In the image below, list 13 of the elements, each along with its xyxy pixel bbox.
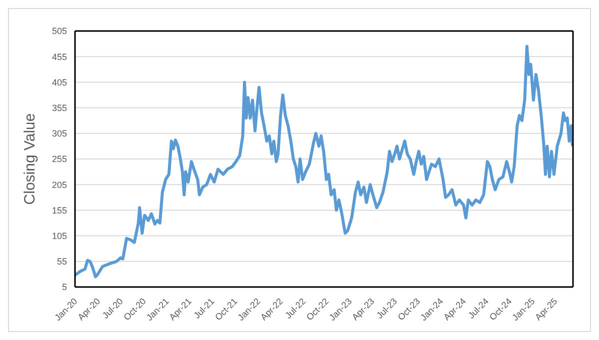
y-axis-title: Closing Value bbox=[21, 113, 38, 205]
y-tick-label: 5 bbox=[62, 282, 67, 292]
y-tick-label: 405 bbox=[52, 77, 67, 88]
y-tick-label: 305 bbox=[52, 128, 67, 139]
y-tick-label: 255 bbox=[52, 154, 67, 164]
y-tick-label: 505 bbox=[52, 26, 67, 36]
y-tick-label: 205 bbox=[52, 180, 67, 190]
y-tick-label: 155 bbox=[52, 205, 67, 216]
y-tick-label: 355 bbox=[52, 102, 67, 113]
y-tick-label: 455 bbox=[52, 52, 67, 62]
line-series bbox=[75, 44, 573, 278]
y-tick-label: 55 bbox=[56, 256, 67, 267]
y-tick-label: 105 bbox=[52, 230, 67, 241]
